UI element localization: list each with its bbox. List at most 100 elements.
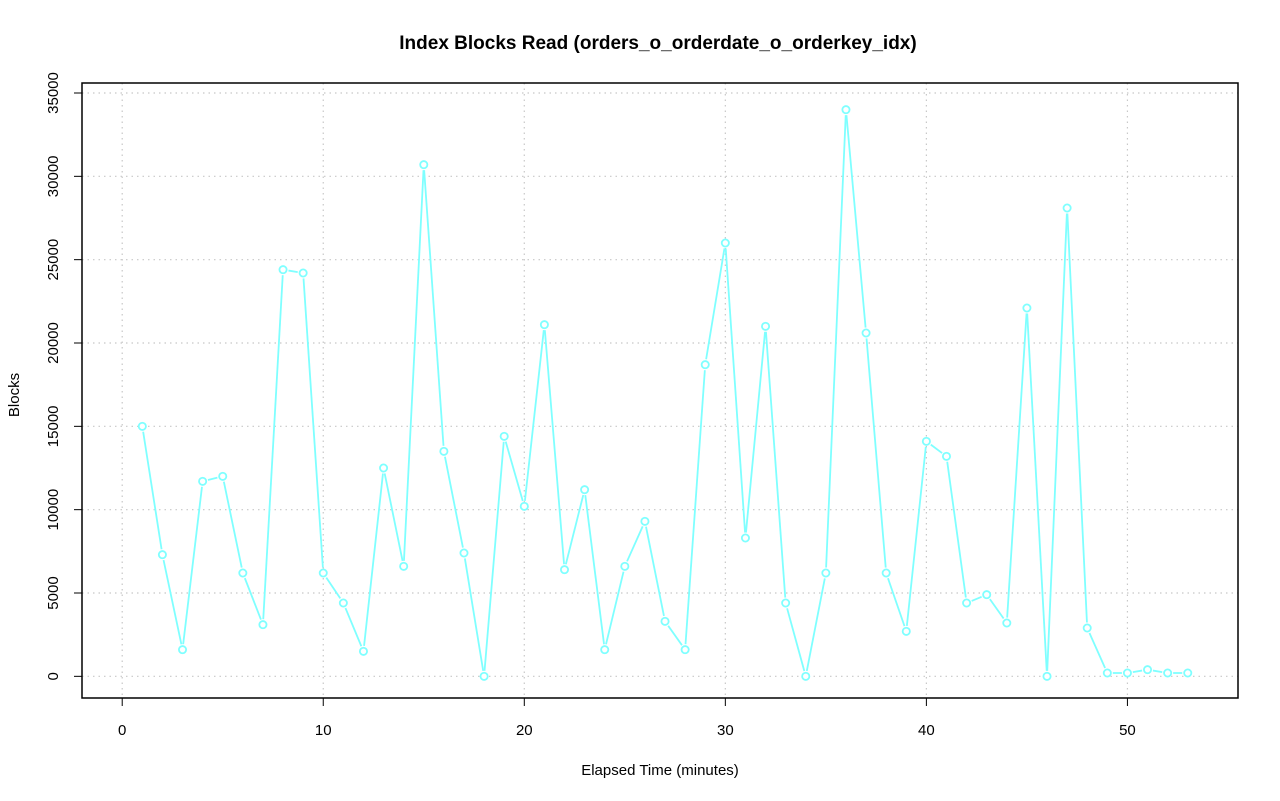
series-line-segment	[1132, 669, 1143, 673]
series-line-segment	[971, 595, 982, 602]
series-line-segment	[243, 577, 262, 620]
data-point	[419, 160, 429, 170]
series-line-segment	[524, 330, 545, 501]
data-point	[198, 476, 208, 486]
data-point	[318, 568, 328, 578]
series-line-segment	[626, 525, 644, 562]
y-tick-label: 20000	[45, 322, 62, 364]
data-point	[218, 471, 228, 481]
series-line-segment	[1088, 632, 1106, 669]
data-point	[238, 568, 248, 578]
series-line-segment	[825, 115, 847, 568]
data-point	[1082, 623, 1092, 633]
data-point	[962, 598, 972, 608]
data-point	[841, 105, 851, 115]
plot-frame	[81, 82, 1239, 699]
data-point	[1042, 671, 1052, 681]
data-point	[157, 550, 167, 560]
data-point	[1022, 303, 1032, 313]
data-point	[720, 238, 730, 248]
series-line-segment	[705, 248, 726, 360]
data-point	[660, 616, 670, 626]
data-point	[801, 671, 811, 681]
y-tick-label: 10000	[45, 489, 62, 531]
series-line-segment	[989, 598, 1005, 620]
data-series	[137, 105, 1193, 681]
chart-title: Index Blocks Read (orders_o_orderdate_o_…	[399, 33, 916, 54]
series-line-segment	[887, 577, 906, 627]
data-point	[640, 516, 650, 526]
series-line-segment	[483, 441, 505, 671]
data-point	[680, 645, 690, 655]
series-line-segment	[142, 431, 163, 550]
data-point	[479, 671, 489, 681]
data-point	[580, 485, 590, 495]
series-line-segment	[182, 486, 203, 645]
series-line-segment	[262, 275, 284, 620]
axes: 0 10 20 30 40 50 0 5000 10000 15000 20000 25000 3000…	[45, 72, 1136, 739]
data-point	[258, 620, 268, 630]
data-point	[781, 598, 791, 608]
series-line-segment	[564, 494, 585, 565]
series-line-segment	[504, 441, 524, 502]
y-tick-label: 5000	[45, 576, 62, 609]
data-point	[298, 268, 308, 278]
data-point	[338, 598, 348, 608]
data-point	[881, 568, 891, 578]
series-line-segment	[444, 456, 464, 548]
y-axis-label: Blocks	[6, 373, 23, 417]
series-line-segment	[1006, 313, 1028, 618]
series-line-segment	[845, 115, 867, 328]
y-tick-label: 0	[45, 672, 62, 680]
y-tick-label: 25000	[45, 239, 62, 281]
data-point	[821, 568, 831, 578]
series-line-segment	[786, 608, 806, 672]
series-line-segment	[162, 559, 183, 645]
data-point	[600, 645, 610, 655]
y-tick-label: 30000	[45, 155, 62, 197]
data-point	[740, 533, 750, 543]
series-line-segment	[946, 461, 967, 598]
x-tick-label: 50	[1119, 722, 1136, 739]
data-point	[1143, 665, 1153, 675]
series-line-segment	[724, 248, 746, 533]
series-line-segment	[1026, 313, 1048, 671]
data-point	[941, 451, 951, 461]
data-point	[921, 436, 931, 446]
data-point	[1122, 668, 1132, 678]
data-point	[399, 561, 409, 571]
series-line-segment	[765, 331, 787, 598]
series-line-segment	[1046, 213, 1068, 671]
series-line-segment	[930, 443, 943, 454]
series-line-segment	[302, 278, 324, 568]
data-point	[439, 446, 449, 456]
data-point	[982, 590, 992, 600]
series-line-segment	[605, 571, 625, 645]
series-line-segment	[543, 330, 565, 565]
data-point	[1102, 668, 1112, 678]
series-line-segment	[383, 473, 404, 562]
series-line-segment	[363, 473, 384, 646]
data-point	[499, 431, 509, 441]
data-point	[1002, 618, 1012, 628]
data-point	[278, 265, 288, 275]
series-line-segment	[905, 446, 927, 626]
series-line-segment	[584, 495, 605, 645]
data-point	[861, 328, 871, 338]
data-point	[620, 561, 630, 571]
series-line-segment	[805, 578, 826, 672]
x-tick-label: 30	[717, 722, 734, 739]
series-line-segment	[865, 338, 887, 568]
series-line-segment	[645, 526, 665, 617]
data-point	[1183, 668, 1193, 678]
x-tick-label: 40	[918, 722, 935, 739]
series-line-segment	[667, 625, 683, 646]
series-line-segment	[207, 476, 218, 481]
data-point	[1163, 668, 1173, 678]
y-tick-label: 35000	[45, 72, 62, 114]
series-line-segment	[222, 481, 243, 568]
data-point	[519, 501, 529, 511]
series-line-segment	[325, 577, 342, 599]
